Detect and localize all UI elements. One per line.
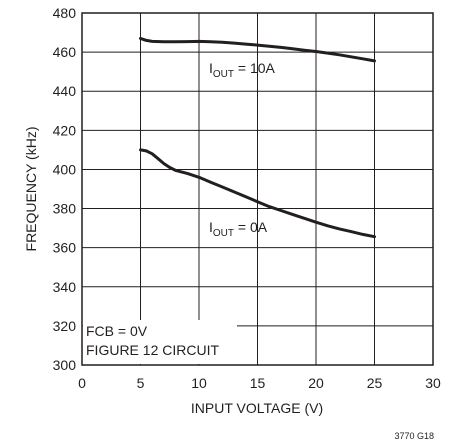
grid xyxy=(82,13,433,365)
y-tick-label: 460 xyxy=(53,44,77,60)
y-tick-label: 360 xyxy=(53,240,77,256)
figure-id: 3770 G18 xyxy=(394,431,434,441)
y-axis-label: FREQUENCY (kHz) xyxy=(23,127,39,252)
series-line-1 xyxy=(139,148,376,239)
y-tick-label: 300 xyxy=(53,357,77,373)
series-line-0 xyxy=(139,36,376,63)
x-tick-label: 15 xyxy=(250,375,266,391)
x-tick-label: 0 xyxy=(78,375,86,391)
y-tick-label: 420 xyxy=(53,122,77,138)
y-tick-labels: 300 320 340 360 380 400 420 440 460 480 xyxy=(53,5,77,373)
x-tick-label: 25 xyxy=(367,375,383,391)
x-tick-label: 10 xyxy=(191,375,207,391)
annotation-fcb: FCB = 0V xyxy=(86,323,148,339)
y-tick-label: 480 xyxy=(53,5,77,21)
y-tick-label: 400 xyxy=(53,161,77,177)
y-tick-label: 340 xyxy=(53,279,77,295)
x-axis-label: INPUT VOLTAGE (V) xyxy=(191,400,323,416)
series-label-iout-10a: IOUT = 10A xyxy=(209,60,276,80)
x-tick-label: 5 xyxy=(137,375,145,391)
annotation-backdrop xyxy=(83,320,237,364)
series-label-iout-0a: IOUT = 0A xyxy=(209,219,268,239)
plot-frame xyxy=(81,12,434,366)
y-tick-label: 440 xyxy=(53,83,77,99)
x-tick-labels: 0 5 10 15 20 25 30 xyxy=(78,375,441,391)
series-lines xyxy=(139,36,376,239)
annotation-figure-circuit: FIGURE 12 CIRCUIT xyxy=(86,342,219,358)
x-tick-label: 20 xyxy=(308,375,324,391)
x-tick-label: 30 xyxy=(425,375,441,391)
y-tick-label: 320 xyxy=(53,318,77,334)
y-tick-label: 380 xyxy=(53,201,77,217)
